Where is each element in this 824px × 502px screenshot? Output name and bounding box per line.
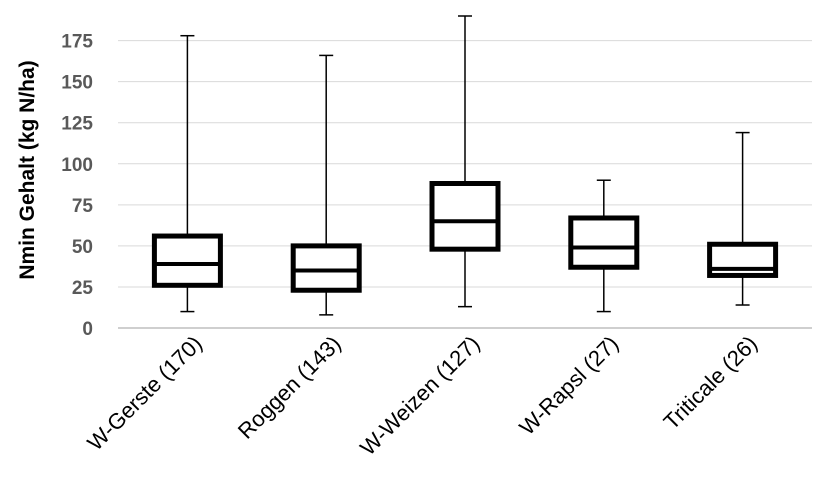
box-iqr bbox=[151, 233, 223, 288]
x-category-label: W-Rapsl (27) bbox=[514, 331, 623, 440]
box-4 bbox=[568, 179, 640, 313]
x-category-label: W-Gerste (170) bbox=[82, 331, 207, 456]
y-axis-title: Nmin Gehalt (kg N/ha) bbox=[16, 60, 39, 279]
y-tick-label: 125 bbox=[61, 114, 93, 135]
x-category-label: Roggen (143) bbox=[233, 331, 346, 444]
y-tick-label: 75 bbox=[72, 196, 94, 217]
y-tick-label: 150 bbox=[61, 73, 93, 94]
box-iqr bbox=[290, 243, 362, 293]
x-category-label: W-Weizen (127) bbox=[355, 331, 484, 460]
box-1 bbox=[151, 34, 223, 313]
box-5 bbox=[707, 131, 779, 306]
y-tick-label: 175 bbox=[61, 32, 93, 53]
box-iqr bbox=[429, 180, 501, 252]
y-tick-label: 25 bbox=[72, 278, 94, 299]
box-2 bbox=[290, 54, 362, 316]
y-tick-label: 50 bbox=[72, 237, 93, 258]
y-tick-label: 0 bbox=[82, 319, 93, 340]
box-iqr bbox=[568, 215, 640, 270]
box-3 bbox=[429, 15, 501, 308]
y-tick-label: 100 bbox=[61, 155, 93, 176]
x-category-label: Triticale (26) bbox=[659, 331, 763, 435]
